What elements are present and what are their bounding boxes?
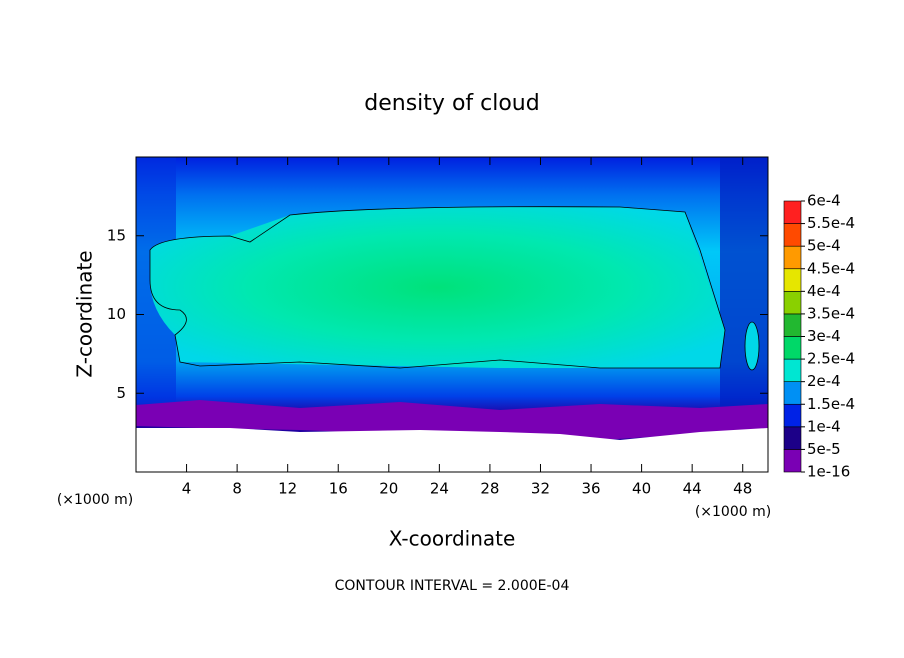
colorbar-band <box>783 336 802 360</box>
x-unit: (×1000 m) <box>57 492 133 508</box>
colorbar-label: 3e-4 <box>807 327 841 345</box>
chart-title: density of cloud <box>364 91 539 116</box>
colorbar-band <box>783 381 802 405</box>
x-tick-label: 44 <box>683 480 702 498</box>
colorbar-label: 1e-4 <box>807 417 841 435</box>
x-tick-label: 20 <box>379 480 398 498</box>
x-tick-label: 40 <box>632 480 651 498</box>
colorbar-label: 5e-4 <box>807 237 841 255</box>
x-axis-label: X-coordinate <box>389 527 516 551</box>
colorbar-label: 3.5e-4 <box>807 304 855 322</box>
x-tick-label: 24 <box>430 480 449 498</box>
colorbar-label: 4e-4 <box>807 282 841 300</box>
colorbar-band <box>783 449 802 473</box>
colorbar-band <box>783 313 802 337</box>
x-tick-label: 28 <box>480 480 499 498</box>
colorbar-band <box>783 200 802 224</box>
annotation: CONTOUR INTERVAL = 2.000E-04 <box>335 578 570 594</box>
x-tick-label: 36 <box>581 480 600 498</box>
colorbar-band <box>783 358 802 382</box>
colorbar-label: 6e-4 <box>807 192 841 210</box>
colorbar-band <box>783 268 802 292</box>
x-tick-label: 8 <box>232 480 242 498</box>
colorbar-band <box>783 403 802 428</box>
colorbar-band <box>783 291 802 315</box>
colorbar-band <box>783 245 802 270</box>
x-tick-label: 4 <box>182 480 192 498</box>
colorbar-label: 5.5e-4 <box>807 214 855 232</box>
x-unit: (×1000 m) <box>695 504 771 520</box>
colorbar-band <box>783 426 802 450</box>
x-tick-label: 48 <box>733 480 752 498</box>
y-tick-label: 5 <box>116 384 126 402</box>
colorbar-label: 2e-4 <box>807 372 841 390</box>
colorbar-label: 2.5e-4 <box>807 350 855 368</box>
y-tick-label: 15 <box>107 226 126 244</box>
x-tick-label: 32 <box>531 480 550 498</box>
colorbar-band <box>783 223 802 247</box>
x-tick-label: 16 <box>329 480 348 498</box>
colorbar-label: 1e-16 <box>807 463 850 481</box>
x-tick-label: 12 <box>278 480 297 498</box>
colorbar-label: 1.5e-4 <box>807 395 855 413</box>
y-axis-label: Z-coordinate <box>73 250 97 377</box>
colorbar-label: 5e-5 <box>807 440 841 458</box>
field <box>136 157 768 472</box>
y-tick-label: 10 <box>107 305 126 323</box>
colorbar-label: 4.5e-4 <box>807 259 855 277</box>
